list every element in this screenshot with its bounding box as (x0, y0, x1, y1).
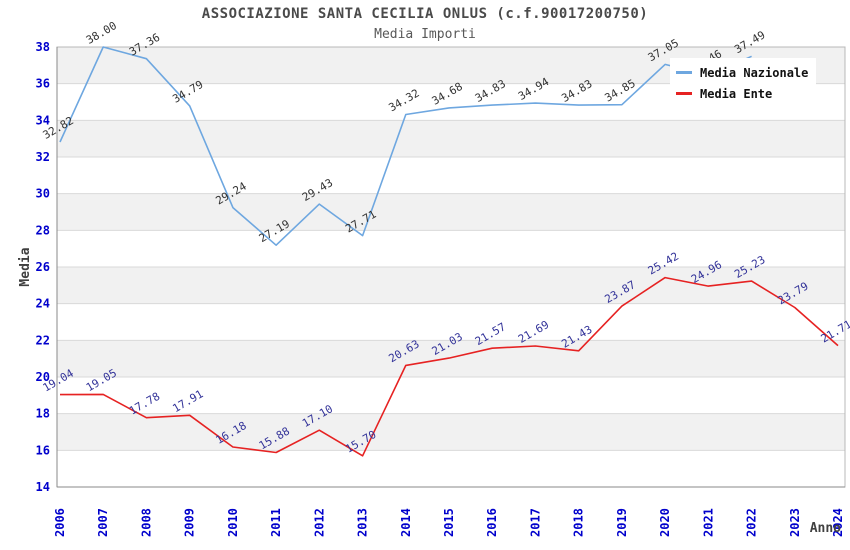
y-tick-label: 28 (36, 223, 50, 237)
chart-title: ASSOCIAZIONE SANTA CECILIA ONLUS (c.f.90… (201, 6, 649, 22)
x-tick-label: 2017 (528, 508, 542, 537)
grid-band (57, 340, 845, 377)
x-tick-label: 2012 (312, 508, 326, 537)
y-tick-label: 36 (36, 77, 50, 91)
legend-item-media-ente: Media Ente (676, 83, 812, 104)
x-tick-label: 2011 (269, 508, 283, 537)
y-tick-label: 16 (36, 443, 50, 457)
x-tick-label: 2006 (53, 508, 67, 537)
data-label: 34.32 (386, 87, 421, 115)
legend-line-marker-red (676, 92, 692, 95)
y-tick-label: 38 (36, 40, 50, 54)
grid-band (57, 413, 845, 451)
x-tick-label: 2024 (831, 508, 845, 537)
y-tick-label: 30 (36, 187, 50, 201)
data-label: 17.91 (170, 387, 205, 415)
x-tick-label: 2008 (139, 508, 153, 537)
x-tick-label: 2016 (485, 508, 499, 537)
legend-label: Media Nazionale (700, 65, 809, 80)
x-tick-label: 2014 (399, 508, 413, 537)
x-tick-label: 2010 (226, 508, 240, 537)
x-tick-label: 2023 (788, 508, 802, 537)
y-tick-label: 24 (36, 297, 50, 311)
x-tick-label: 2015 (442, 508, 456, 537)
y-tick-label: 32 (36, 150, 50, 164)
grid-band (57, 193, 845, 231)
x-tick-label: 2018 (572, 508, 586, 537)
y-tick-label: 34 (36, 113, 50, 127)
legend-item-media-nazionale: Media Nazionale (676, 62, 812, 83)
legend-line-marker-blue (676, 71, 692, 74)
x-tick-label: 2022 (745, 508, 759, 537)
grid-band (57, 120, 845, 157)
chart-subtitle: Media Importi (374, 27, 476, 42)
y-tick-label: 14 (36, 480, 50, 494)
x-tick-label: 2013 (356, 508, 370, 537)
x-tick-label: 2020 (658, 508, 672, 537)
legend-label: Media Ente (700, 86, 773, 101)
x-tick-label: 2021 (701, 508, 715, 537)
y-tick-label: 26 (36, 260, 50, 274)
series-line-media-ente (59, 276, 839, 457)
legend: Media Nazionale Media Ente (670, 58, 816, 106)
x-tick-label: 2007 (96, 508, 110, 537)
y-tick-label: 22 (36, 333, 50, 347)
series-line-media-nazionale (59, 46, 752, 246)
y-axis-title: Media (18, 247, 33, 286)
x-tick-label: 2009 (183, 508, 197, 537)
x-tick-label: 2019 (615, 508, 629, 537)
x-axis-title: Anno (810, 521, 841, 536)
y-tick-label: 20 (36, 370, 50, 384)
y-tick-label: 18 (36, 407, 50, 421)
grid-band (57, 267, 845, 304)
